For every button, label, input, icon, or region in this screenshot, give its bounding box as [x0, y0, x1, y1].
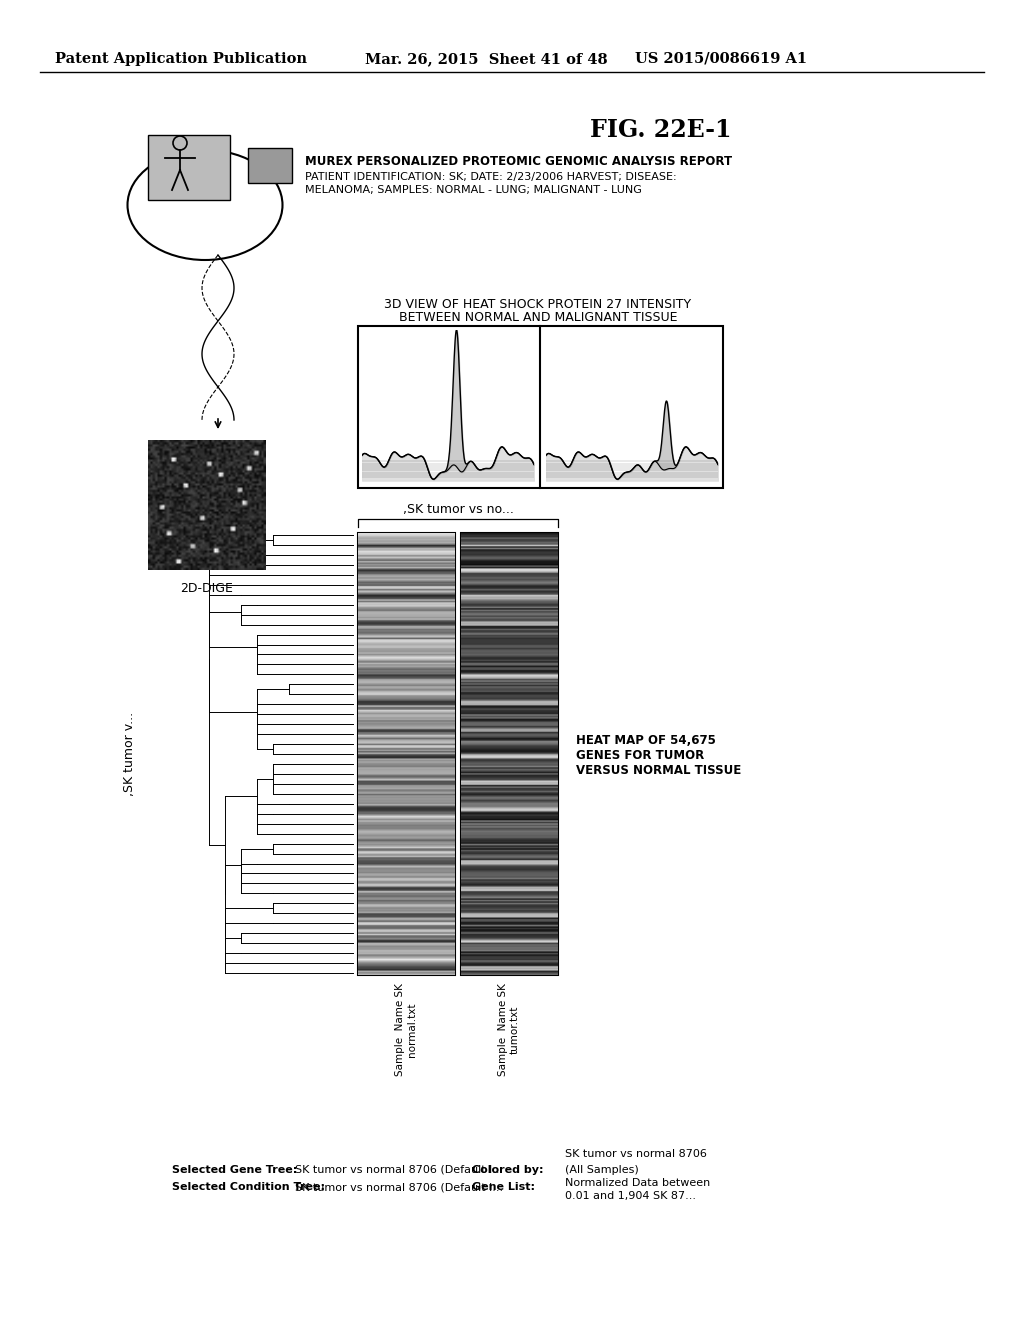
Text: Selected Condition Tree:: Selected Condition Tree: [172, 1181, 325, 1192]
Text: Colored by:: Colored by: [472, 1166, 544, 1175]
Bar [148, 135, 230, 201]
Text: Sample  Name SK
tumor.txt: Sample Name SK tumor.txt [499, 983, 520, 1076]
Text: ,SK tumor v...: ,SK tumor v... [124, 711, 136, 796]
Text: GENES FOR TUMOR: GENES FOR TUMOR [575, 748, 705, 762]
Text: SK tumor vs normal 8706 (Default l...: SK tumor vs normal 8706 (Default l... [295, 1181, 503, 1192]
Text: 2D-DIGE: 2D-DIGE [180, 582, 233, 595]
Text: 0.01 and 1,904 SK 87...: 0.01 and 1,904 SK 87... [565, 1191, 696, 1201]
Text: PATIENT IDENTIFICATION: SK; DATE: 2/23/2006 HARVEST; DISEASE:: PATIENT IDENTIFICATION: SK; DATE: 2/23/2… [305, 172, 677, 182]
Text: SK tumor vs normal 8706: SK tumor vs normal 8706 [565, 1148, 707, 1159]
Text: HEAT MAP OF 54,675: HEAT MAP OF 54,675 [575, 734, 716, 747]
Text: FIG. 22E-1: FIG. 22E-1 [590, 117, 731, 143]
Text: ,SK tumor vs no...: ,SK tumor vs no... [402, 503, 513, 516]
Text: MELANOMA; SAMPLES: NORMAL - LUNG; MALIGNANT - LUNG: MELANOMA; SAMPLES: NORMAL - LUNG; MALIGN… [305, 185, 642, 195]
Text: 3D VIEW OF HEAT SHOCK PROTEIN 27 INTENSITY: 3D VIEW OF HEAT SHOCK PROTEIN 27 INTENSI… [384, 298, 691, 312]
Bar [358, 326, 723, 488]
Bar [461, 533, 558, 975]
Text: (All Samples): (All Samples) [565, 1166, 639, 1175]
Text: BETWEEN NORMAL AND MALIGNANT TISSUE: BETWEEN NORMAL AND MALIGNANT TISSUE [398, 312, 677, 323]
Bar [248, 148, 292, 183]
Text: SK tumor vs normal 8706 (Default l...: SK tumor vs normal 8706 (Default l... [295, 1166, 503, 1175]
Bar [358, 533, 455, 975]
Text: MUREX PERSONALIZED PROTEOMIC GENOMIC ANALYSIS REPORT: MUREX PERSONALIZED PROTEOMIC GENOMIC ANA… [305, 154, 732, 168]
Text: US 2015/0086619 A1: US 2015/0086619 A1 [635, 51, 807, 66]
Text: Patent Application Publication: Patent Application Publication [55, 51, 307, 66]
Text: Normalized Data between: Normalized Data between [565, 1177, 711, 1188]
Text: Selected Gene Tree:: Selected Gene Tree: [172, 1166, 297, 1175]
Text: VERSUS NORMAL TISSUE: VERSUS NORMAL TISSUE [575, 764, 741, 777]
Text: Gene List:: Gene List: [472, 1181, 535, 1192]
Text: Mar. 26, 2015  Sheet 41 of 48: Mar. 26, 2015 Sheet 41 of 48 [365, 51, 607, 66]
Text: Sample  Name SK
normal.txt: Sample Name SK normal.txt [395, 983, 417, 1076]
